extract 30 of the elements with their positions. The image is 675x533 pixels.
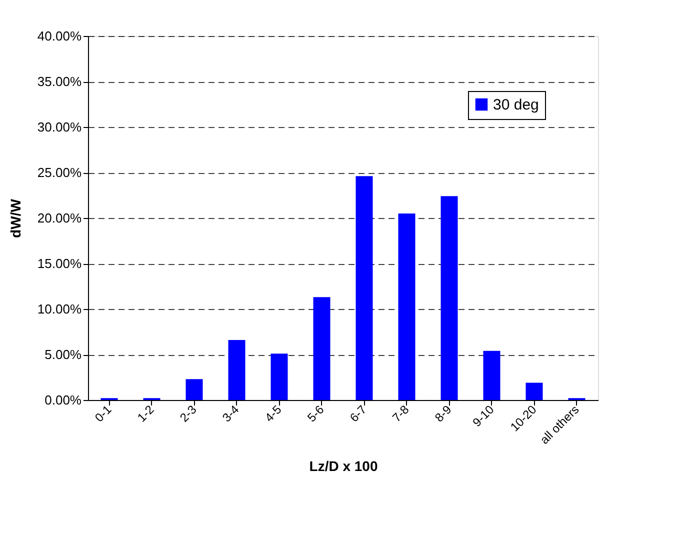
y-tick-label: 35.00% [37,74,82,89]
bar [186,379,203,400]
y-tick-label: 15.00% [37,256,82,271]
y-tick-label: 25.00% [37,165,82,180]
y-tick-label: 30.00% [37,120,82,134]
y-tick-label: 5.00% [44,347,82,362]
x-axis-title: Lz/D x 100 [309,458,378,474]
x-tick-label: 5-6 [304,402,327,425]
y-axis-title: dW/W [7,198,24,238]
legend-label: 30 deg [493,96,539,114]
bar [440,196,458,400]
bar [313,297,330,400]
x-tick-label: 6-7 [347,402,370,425]
x-tick-label: 4-5 [262,402,284,425]
bar [483,350,500,400]
bar [398,213,416,400]
y-tick-label: 20.00% [37,210,82,226]
y-tick-label: 10.00% [37,302,82,316]
y-tick-label: 40.00% [37,28,82,44]
bar [270,354,288,400]
x-tick-label: 0-1 [92,402,114,425]
bar [356,176,373,400]
x-tick-label: 2-3 [177,402,200,425]
x-tick-label: 7-8 [390,402,412,425]
x-tick-label: 1-2 [134,402,157,425]
bar [526,382,543,400]
bar [228,340,246,400]
x-tick-label: 3-4 [220,402,242,425]
x-tick-label: 8-9 [432,402,454,425]
y-tick-label: 0.00% [44,392,82,408]
